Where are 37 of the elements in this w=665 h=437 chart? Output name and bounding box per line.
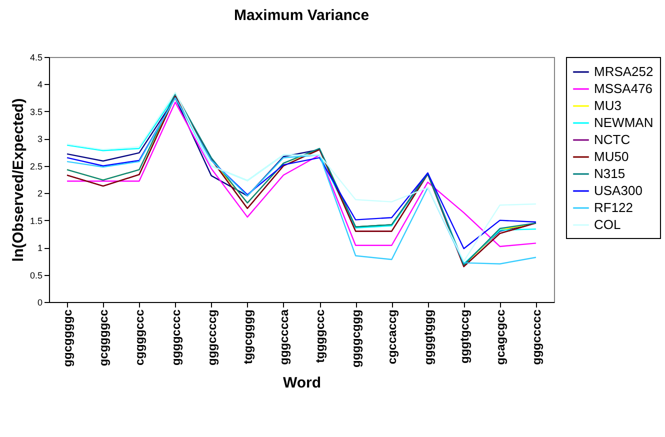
legend-label: NEWMAN	[594, 115, 654, 130]
y-tick-label: 1	[37, 243, 42, 254]
x-tick-label: gcggggcc	[96, 309, 111, 366]
x-tick-label: ggcggggc	[60, 309, 75, 367]
x-axis-title: Word	[282, 374, 322, 392]
x-tick-label: gggtgccg	[457, 310, 472, 364]
legend-label: MU3	[594, 98, 622, 113]
y-tick-label: 0	[37, 298, 42, 308]
x-tick-label: ggggtggg	[421, 310, 436, 365]
x-tick-label: gggcccca	[276, 309, 291, 365]
legend-label: USA300	[594, 183, 642, 198]
y-axis-title: ln(Observed/Expected)	[10, 98, 27, 262]
legend-label: MRSA252	[594, 64, 654, 79]
x-tick-label: tggggccc	[313, 309, 328, 363]
legend-label: MSSA476	[594, 81, 653, 96]
x-tick-label: cgccaccg	[385, 310, 400, 364]
x-tick-label: gcagcgcc	[493, 309, 508, 365]
y-tick-label: 3	[37, 134, 42, 144]
legend-label: COL	[594, 217, 621, 232]
y-tick-label: 4.5	[30, 52, 42, 62]
y-tick-label: 3.5	[30, 106, 42, 117]
y-tick-label: 1.5	[30, 216, 42, 226]
legend-label: NCTC	[594, 132, 630, 147]
legend-label: N315	[594, 166, 626, 181]
y-tick-label: 2	[37, 188, 42, 199]
x-tick-label: tggcgggg	[240, 310, 255, 364]
y-tick-label: 0.5	[30, 270, 42, 280]
y-tick-label: 4	[37, 80, 42, 90]
legend-label: MU50	[594, 149, 629, 164]
x-tick-label: ggggcggg	[349, 310, 364, 368]
x-tick-label: gggccccg	[204, 310, 219, 366]
chart-title: Maximum Variance	[234, 7, 370, 24]
legend-label: RF122	[594, 200, 634, 215]
x-tick-label: cggggccc	[132, 309, 147, 366]
y-tick-label: 2.5	[30, 161, 42, 172]
x-tick-label: ggggcccc	[168, 309, 183, 366]
x-tick-label: gggccccc	[529, 309, 544, 365]
